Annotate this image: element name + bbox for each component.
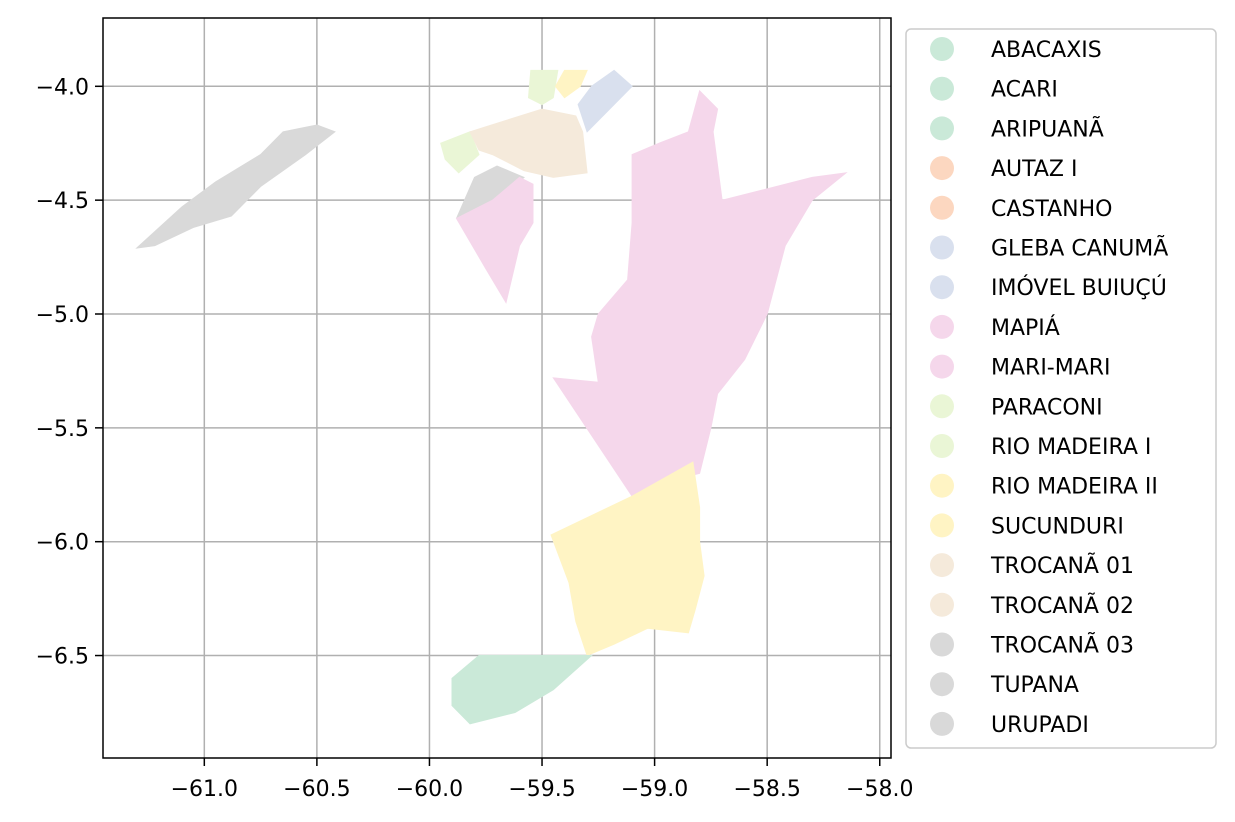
legend-marker xyxy=(930,592,954,617)
legend-marker xyxy=(930,632,954,657)
legend-entry-label: PARACONI xyxy=(991,395,1103,420)
legend-marker xyxy=(930,37,954,61)
legend-entry-label: MARI-MARI xyxy=(991,356,1111,381)
x-tick-label: −59.0 xyxy=(621,777,688,802)
x-tick-label: −59.5 xyxy=(508,777,575,802)
y-tick-label: −4.0 xyxy=(36,75,89,100)
legend-marker xyxy=(930,473,954,498)
map-region xyxy=(440,131,480,174)
legend-marker xyxy=(930,711,954,736)
legend-marker xyxy=(930,76,954,101)
legend-marker xyxy=(930,195,954,220)
map-region xyxy=(550,461,705,657)
legend-marker xyxy=(930,116,954,141)
y-tick-label: −6.0 xyxy=(36,531,89,556)
legend-marker xyxy=(930,513,954,538)
x-tick-label: −60.5 xyxy=(283,777,350,802)
y-tick-label: −6.5 xyxy=(36,645,89,670)
map-region xyxy=(577,69,633,133)
x-tick-label: −58.0 xyxy=(846,777,913,802)
x-tick-label: −61.0 xyxy=(171,777,238,802)
legend-entry-label: AUTAZ I xyxy=(991,157,1078,182)
legend-entry-label: SUCUNDURI xyxy=(991,514,1124,539)
map-region xyxy=(451,655,593,725)
legend-entry-label: ARIPUANÃ xyxy=(991,115,1104,142)
legend-entry-label: URUPADI xyxy=(991,713,1089,738)
map-region xyxy=(554,69,588,99)
legend-entry-label: ACARI xyxy=(991,78,1058,103)
legend-marker xyxy=(930,275,954,300)
legend-entry-label: TROCANÃ 02 xyxy=(990,592,1134,619)
y-axis-ticks: −4.0 −4.5 −5.0 −5.5 −6.0 −6.5 xyxy=(36,75,103,670)
legend-frame xyxy=(905,28,1217,749)
map-region xyxy=(552,89,848,497)
map-region xyxy=(469,108,588,178)
legend-entry-label: MAPIÁ xyxy=(991,315,1060,341)
legend-entry-label: ABACAXIS xyxy=(991,38,1102,63)
legend-entry-label: CASTANHO xyxy=(991,197,1112,222)
map-region xyxy=(455,176,534,304)
y-tick-label: −5.5 xyxy=(36,417,89,442)
legend-marker xyxy=(930,235,954,260)
legend-entry-label: TROCANÃ 01 xyxy=(990,552,1134,579)
legend-entry-label: RIO MADEIRA I xyxy=(991,435,1151,460)
legend-marker xyxy=(930,156,954,181)
x-axis-ticks: −61.0 −60.5 −60.0 −59.5 −59.0 −58.5 −58.0 xyxy=(171,758,913,802)
legend-marker xyxy=(930,314,954,339)
legend-marker xyxy=(930,354,954,379)
legend-marker xyxy=(930,553,954,578)
map-regions xyxy=(135,69,848,725)
legend-entry-label: RIO MADEIRA II xyxy=(991,475,1158,500)
y-tick-label: −4.5 xyxy=(36,189,89,214)
legend-marker xyxy=(930,394,954,419)
map-region xyxy=(135,124,336,249)
legend-marker xyxy=(930,434,954,458)
legend-entry-label: GLEBA CANUMÃ xyxy=(991,235,1168,262)
legend-entry-label: IMÓVEL BUIUÇÚ xyxy=(991,275,1167,301)
x-tick-label: −58.5 xyxy=(733,777,800,802)
x-tick-label: −60.0 xyxy=(396,777,463,802)
plot-area-frame xyxy=(102,17,892,759)
legend: ABACAXIS ACARI ARIPUANÃ AUTAZ I CASTANHO GLEB… xyxy=(905,28,1217,749)
legend-entry-label: TUPANA xyxy=(990,673,1079,698)
legend-marker xyxy=(930,672,954,697)
y-tick-label: −5.0 xyxy=(36,303,89,328)
map-region xyxy=(527,69,559,106)
legend-entry-label: TROCANÃ 03 xyxy=(990,632,1134,659)
